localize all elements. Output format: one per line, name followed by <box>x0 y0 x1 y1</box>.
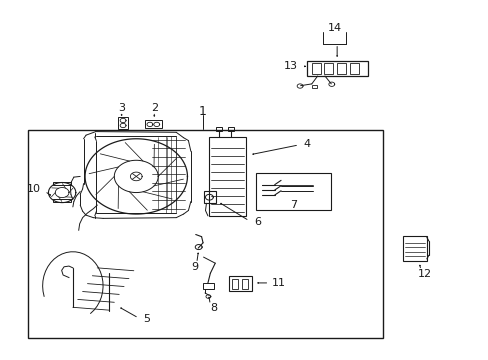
Bar <box>209 137 245 216</box>
Bar <box>324 63 332 74</box>
Bar <box>227 127 233 131</box>
Bar <box>403 236 426 261</box>
Bar <box>215 127 221 131</box>
Text: 2: 2 <box>150 103 158 113</box>
Text: 3: 3 <box>118 103 125 113</box>
Text: 11: 11 <box>271 278 285 288</box>
Bar <box>255 173 330 211</box>
Bar <box>144 121 161 129</box>
Bar <box>349 63 358 74</box>
Bar <box>336 63 345 74</box>
Bar <box>241 279 247 289</box>
Text: 7: 7 <box>289 200 296 210</box>
Text: 6: 6 <box>254 217 261 227</box>
Bar <box>27 130 383 338</box>
Bar <box>203 191 215 203</box>
Bar <box>231 279 238 289</box>
Text: 14: 14 <box>327 23 341 33</box>
Bar <box>203 283 213 289</box>
Text: 12: 12 <box>417 269 431 279</box>
Bar <box>311 85 316 88</box>
Text: 1: 1 <box>199 105 206 118</box>
Text: 9: 9 <box>191 262 198 272</box>
Text: 5: 5 <box>143 314 150 324</box>
Bar <box>228 276 252 291</box>
Text: 10: 10 <box>27 184 41 194</box>
Text: 13: 13 <box>284 61 298 71</box>
Bar <box>53 199 71 202</box>
Bar <box>306 61 367 76</box>
Bar <box>53 182 71 185</box>
Text: 8: 8 <box>210 303 217 313</box>
Bar <box>118 117 128 129</box>
Bar <box>311 63 320 74</box>
Text: 4: 4 <box>303 139 310 149</box>
